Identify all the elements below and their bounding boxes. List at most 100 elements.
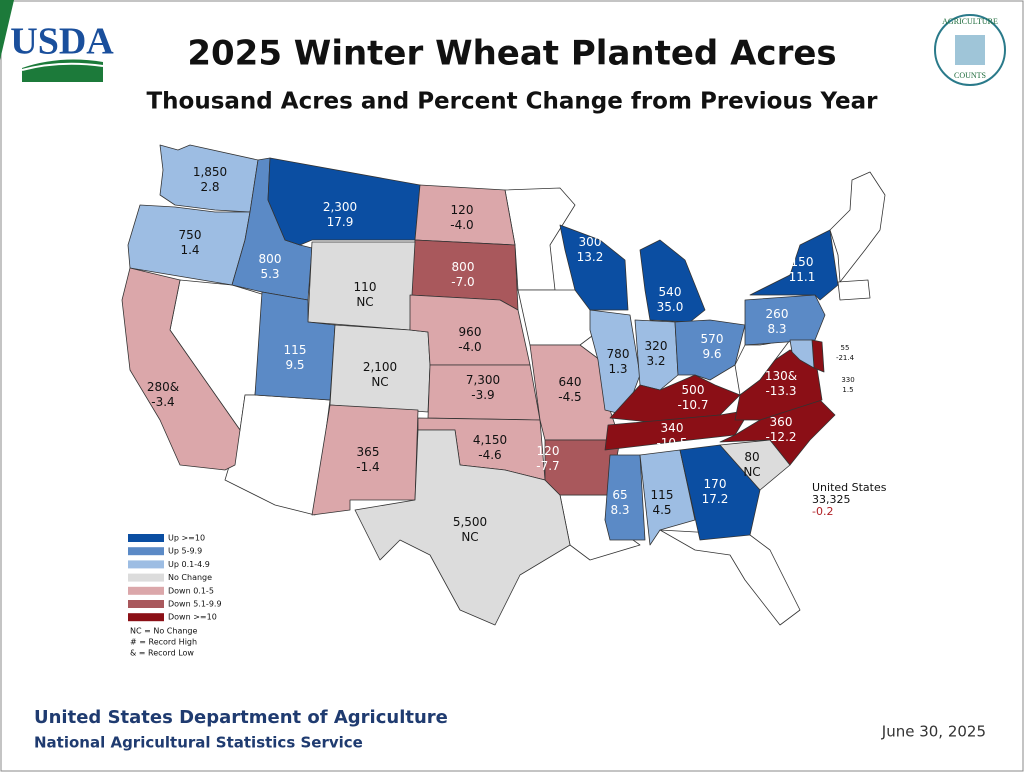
legend-label: No Change	[168, 573, 212, 582]
state-change: 35.0	[657, 300, 684, 314]
state-change: 9.5	[285, 358, 304, 372]
legend-swatch	[128, 560, 164, 569]
state-change: 11.1	[789, 270, 816, 284]
state-shape	[634, 319, 679, 391]
state-acres: 360	[770, 415, 793, 429]
state-acres: 2,300	[323, 200, 357, 214]
state-acres: 260	[766, 307, 789, 321]
state-change: -1.4	[356, 460, 379, 474]
state-change: -4.0	[450, 218, 473, 232]
logo-line	[21, 62, 104, 71]
state-change: 1.5	[842, 386, 853, 394]
footer-service: National Agricultural Statistics Service	[34, 734, 363, 752]
legend-note: # = Record High	[130, 638, 197, 647]
badge-text: AGRICULTURE	[942, 17, 998, 26]
state-change: -4.6	[478, 448, 501, 462]
state-acres: 65	[612, 488, 627, 502]
state-change: -13.3	[765, 384, 796, 398]
legend-label: Down >=10	[168, 613, 217, 622]
state-acres: 540	[659, 285, 682, 299]
legend-swatch	[128, 547, 164, 556]
footer-date: June 30, 2025	[881, 723, 986, 741]
legend-swatch	[128, 573, 164, 582]
state-acres: 150	[791, 255, 814, 269]
state-change: NC	[743, 465, 760, 479]
state-acres: 110	[354, 280, 377, 294]
legend-label: Up 0.1-4.9	[168, 560, 210, 569]
state-shape	[559, 224, 629, 311]
state-acres: 800	[452, 260, 475, 274]
legend-note: & = Record Low	[130, 649, 194, 658]
state-acres: 800	[259, 252, 282, 266]
state-shape	[639, 239, 706, 323]
state-acres: 960	[459, 325, 482, 339]
state-shape	[659, 529, 801, 626]
state-acres: 570	[701, 332, 724, 346]
state-acres: 365	[357, 445, 380, 459]
title: 2025 Winter Wheat Planted Acres	[187, 34, 836, 74]
legend-swatch	[128, 534, 164, 542]
state-change: NC	[356, 295, 373, 309]
state-acres: 280&	[147, 380, 179, 394]
state-change: -7.0	[451, 275, 474, 289]
state-acres: 115	[651, 488, 674, 502]
state-change: 8.3	[767, 322, 786, 336]
state-change: 1.3	[608, 362, 627, 376]
state-acres: 300	[579, 235, 602, 249]
state-change: -7.7	[536, 459, 559, 473]
state-shape	[789, 339, 815, 369]
state-change: -10.5	[656, 436, 687, 450]
footer-department: United States Department of Agriculture	[34, 707, 448, 728]
badge-icon	[955, 35, 985, 65]
state-change: -4.5	[558, 390, 581, 404]
state-acres: 750	[179, 228, 202, 242]
state-change: -21.4	[836, 354, 855, 362]
state-change: 1.4	[180, 243, 199, 257]
state-acres: 7,300	[466, 373, 500, 387]
state-acres: 320	[645, 339, 668, 353]
state-acres: 500	[682, 383, 705, 397]
legend-label: Up >=10	[168, 534, 205, 543]
state-acres: 55	[841, 344, 850, 352]
state-shape	[604, 454, 646, 541]
state-shape	[674, 319, 746, 381]
legend-swatch	[128, 613, 164, 622]
state-change: -12.2	[765, 430, 796, 444]
state-change: 17.9	[327, 215, 354, 229]
state-acres: 5,500	[453, 515, 487, 529]
state-acres: 120	[451, 203, 474, 217]
state-change: -10.7	[677, 398, 708, 412]
state-change: -3.4	[151, 395, 174, 409]
total-label: United States	[812, 481, 887, 494]
state-shape	[719, 399, 836, 466]
state-change: -4.0	[458, 340, 481, 354]
state-acres: 2,100	[363, 360, 397, 374]
state-acres: 1,850	[193, 165, 227, 179]
state-change: 9.6	[702, 347, 721, 361]
state-shape	[829, 171, 886, 283]
state-change: 2.8	[200, 180, 219, 194]
legend-label: Down 0.1-5	[168, 586, 214, 595]
total-change: -0.2	[812, 505, 833, 518]
corner-accent	[0, 0, 14, 60]
state-acres: 80	[744, 450, 759, 464]
state-shape	[159, 144, 259, 213]
state-change: 13.2	[577, 250, 604, 264]
total-acres: 33,325	[812, 493, 851, 506]
state-shape	[639, 449, 696, 546]
state-change: 8.3	[610, 503, 629, 517]
legend-label: Down 5.1-9.9	[168, 600, 222, 609]
state-change: 3.2	[646, 354, 665, 368]
state-shape	[121, 267, 241, 471]
state-shape	[354, 429, 571, 626]
state-acres: 4,150	[473, 433, 507, 447]
state-acres: 330	[841, 376, 854, 384]
state-change: -3.9	[471, 388, 494, 402]
state-acres: 120	[537, 444, 560, 458]
state-acres: 170	[704, 477, 727, 491]
state-acres: 115	[284, 343, 307, 357]
state-shape	[744, 294, 826, 346]
state-shape	[837, 279, 871, 301]
state-shape	[311, 404, 419, 516]
